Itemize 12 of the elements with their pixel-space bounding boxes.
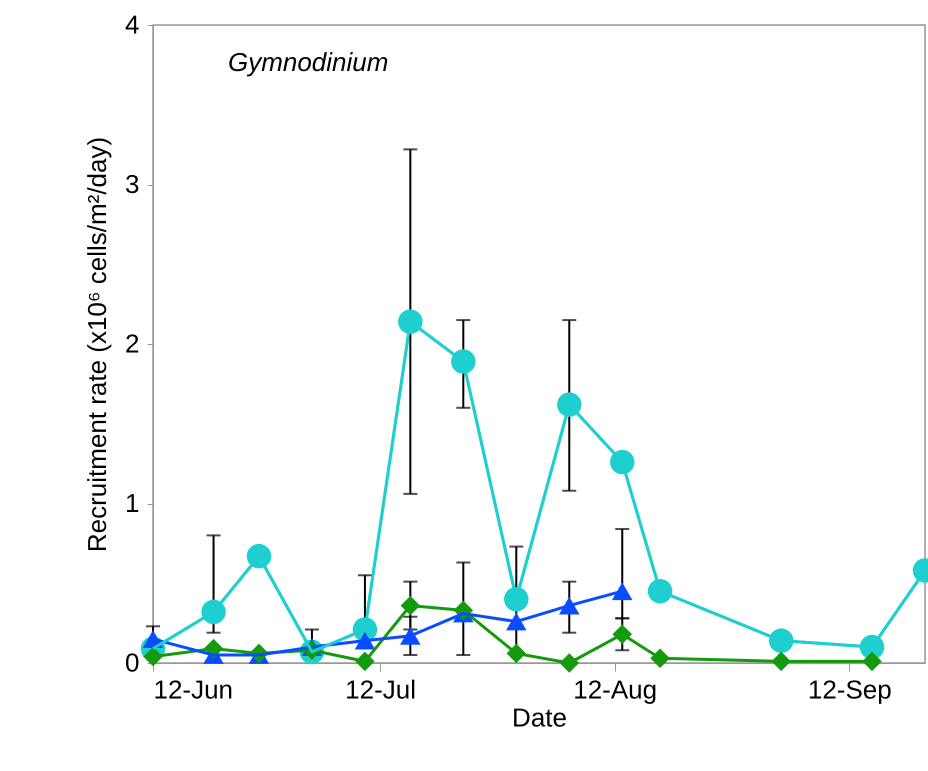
- x-axis-title: Date: [512, 702, 567, 732]
- y-tick-label: 1: [125, 488, 140, 518]
- x-tick-label: 12-Aug: [573, 674, 658, 704]
- y-tick-label: 2: [125, 328, 140, 358]
- annotation: Gymnodinium: [228, 47, 388, 77]
- x-tick-label: 12-Jun: [154, 674, 233, 704]
- y-tick-label: 3: [125, 169, 140, 199]
- x-tick-label: 12-Sep: [808, 674, 892, 704]
- y-tick-label: 0: [125, 648, 140, 678]
- x-tick-label: 12-Jul: [345, 674, 416, 704]
- y-axis-title: Recruitment rate (x10⁶ cells/m²/day): [82, 136, 112, 552]
- y-tick-label: 4: [125, 10, 140, 40]
